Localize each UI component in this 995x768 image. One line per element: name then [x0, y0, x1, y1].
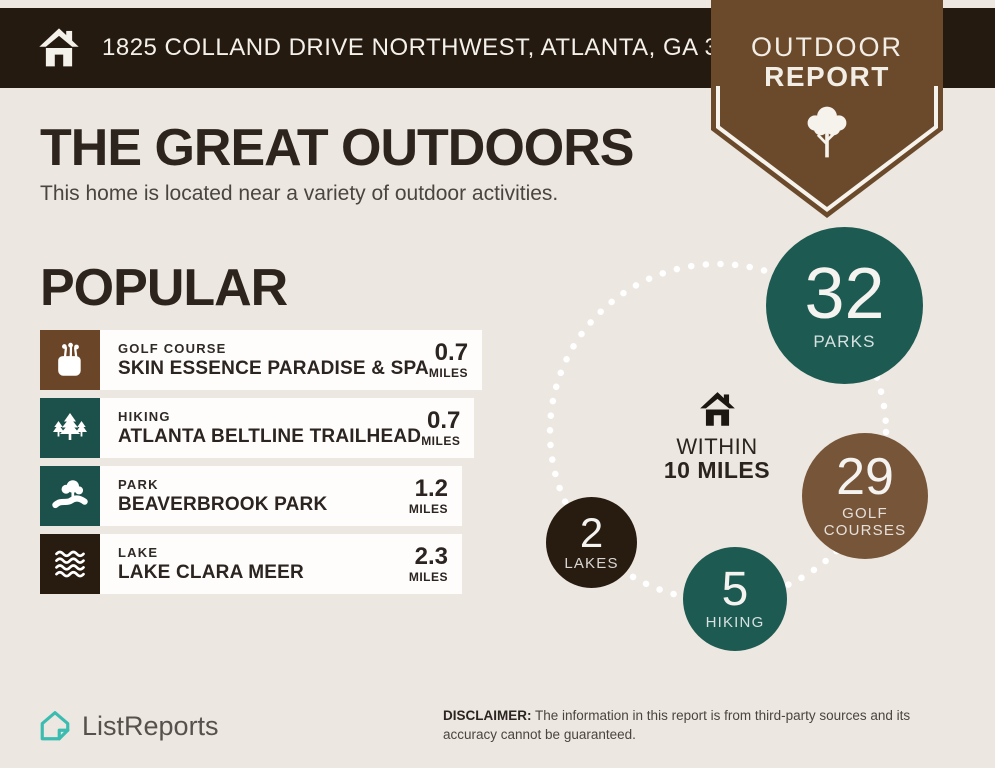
- item-category: GOLF COURSE: [118, 340, 227, 356]
- item-name: SKIN ESSENCE PARADISE & SPA: [118, 357, 429, 379]
- badge-title-line2: REPORT: [764, 61, 890, 92]
- tree-icon: [798, 98, 856, 166]
- item-name: BEAVERBROOK PARK: [118, 493, 328, 515]
- item-distance: 1.2 MILES: [408, 475, 448, 516]
- list-item-lake: LAKE LAKE CLARA MEER 2.3 MILES: [40, 534, 462, 594]
- list-item-park: PARK BEAVERBROOK PARK 1.2 MILES: [40, 466, 462, 526]
- item-category: PARK: [118, 476, 159, 492]
- item-distance: 0.7 MILES: [428, 339, 469, 380]
- listreports-logo: ListReports: [38, 709, 219, 743]
- golf-bag-icon: [40, 330, 100, 390]
- page-title: THE GREAT OUTDOORS: [40, 119, 634, 177]
- lakes-count-bubble: 2 LAKES: [546, 497, 637, 588]
- home-icon: [699, 391, 736, 428]
- outdoor-report-badge: OUTDOOR REPORT: [711, 0, 943, 219]
- item-category: LAKE: [118, 544, 159, 560]
- parks-count-bubble: 32 PARKS: [766, 227, 923, 384]
- golf-courses-count-bubble: 29 GOLF COURSES: [802, 433, 928, 559]
- section-title-popular: POPULAR: [40, 259, 288, 317]
- popular-places-list: GOLF COURSE SKIN ESSENCE PARADISE & SPA …: [40, 330, 483, 594]
- item-distance: 0.7 MILES: [421, 407, 461, 448]
- item-distance: 2.3 MILES: [408, 543, 448, 584]
- waves-icon: [40, 534, 100, 594]
- brand-name: ListReports: [82, 710, 219, 741]
- park-tree-icon: [40, 466, 100, 526]
- list-item-golf-course: GOLF COURSE SKIN ESSENCE PARADISE & SPA …: [40, 330, 483, 390]
- list-item-hiking: HIKING ATLANTA BELTLINE TRAILHEAD 0.7 MI…: [40, 398, 475, 458]
- item-name: ATLANTA BELTLINE TRAILHEAD: [118, 425, 422, 447]
- home-icon: [38, 27, 80, 69]
- item-category: HIKING: [118, 408, 171, 424]
- disclaimer-text: DISCLAIMER: The information in this repo…: [443, 708, 911, 742]
- pine-trees-icon: [40, 398, 100, 458]
- listreports-house-icon: [38, 709, 72, 743]
- radius-label-within: WITHIN: [676, 434, 758, 459]
- badge-title-line1: OUTDOOR: [751, 32, 903, 62]
- property-address: 1825 COLLAND DRIVE NORTHWEST, ATLANTA, G…: [102, 34, 774, 61]
- item-name: LAKE CLARA MEER: [118, 561, 304, 583]
- hiking-count-bubble: 5 HIKING: [683, 547, 787, 651]
- page-subtitle: This home is located near a variety of o…: [40, 182, 559, 205]
- radius-label-miles: 10 MILES: [663, 457, 771, 483]
